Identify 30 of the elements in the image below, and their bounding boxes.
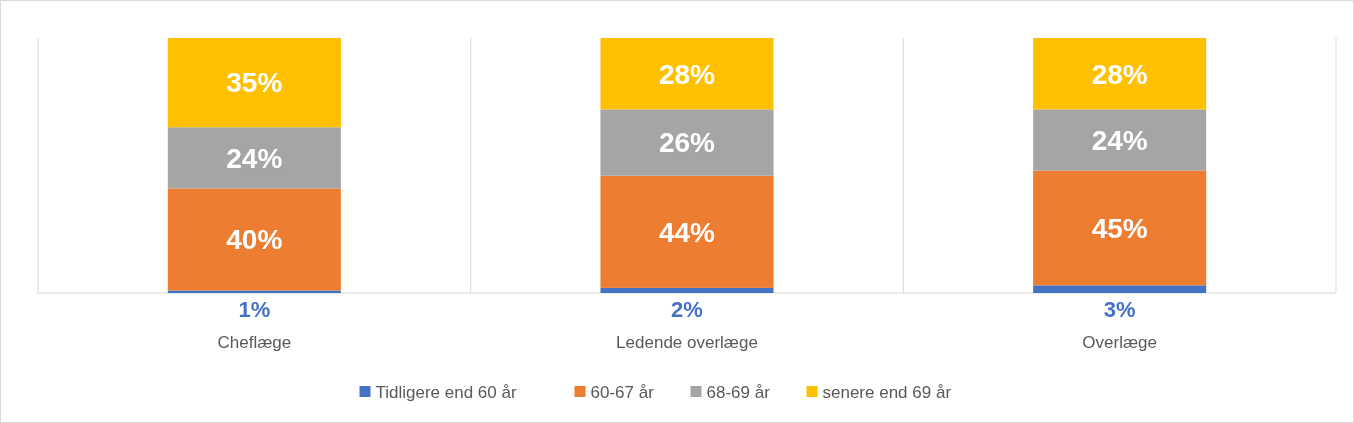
data-label: 40% bbox=[226, 224, 283, 256]
legend-label: senere end 69 år bbox=[822, 382, 952, 402]
bar bbox=[1033, 38, 1207, 110]
bar bbox=[600, 38, 774, 110]
bar bbox=[167, 290, 341, 293]
data-label: 3% bbox=[1103, 296, 1136, 322]
bar bbox=[1033, 109, 1207, 171]
data-label: 45% bbox=[1091, 212, 1148, 244]
x-tick-label: Overlæge bbox=[1082, 333, 1157, 352]
legend-label: Tidligere end 60 år bbox=[375, 382, 517, 402]
x-tick-label: Ledende overlæge bbox=[616, 333, 758, 352]
data-label: 24% bbox=[226, 142, 283, 174]
data-label: 35% bbox=[226, 67, 283, 99]
bar bbox=[167, 188, 341, 291]
data-label: 28% bbox=[658, 58, 716, 90]
data-label: 1% bbox=[238, 296, 271, 322]
bar bbox=[600, 109, 774, 176]
data-label: 26% bbox=[658, 127, 716, 159]
legend-label: 68-69 år bbox=[706, 382, 771, 402]
bar bbox=[600, 287, 774, 293]
data-label: 44% bbox=[658, 216, 716, 248]
bar bbox=[167, 38, 341, 128]
data-label: 28% bbox=[1091, 58, 1148, 90]
x-tick-label: Cheflæge bbox=[217, 333, 292, 352]
data-label: 2% bbox=[671, 296, 703, 322]
bar bbox=[1033, 285, 1207, 293]
data-label: 24% bbox=[1091, 124, 1148, 156]
legend-label: 60-67 år bbox=[590, 382, 655, 402]
bar bbox=[1033, 170, 1207, 286]
bar bbox=[600, 175, 774, 288]
